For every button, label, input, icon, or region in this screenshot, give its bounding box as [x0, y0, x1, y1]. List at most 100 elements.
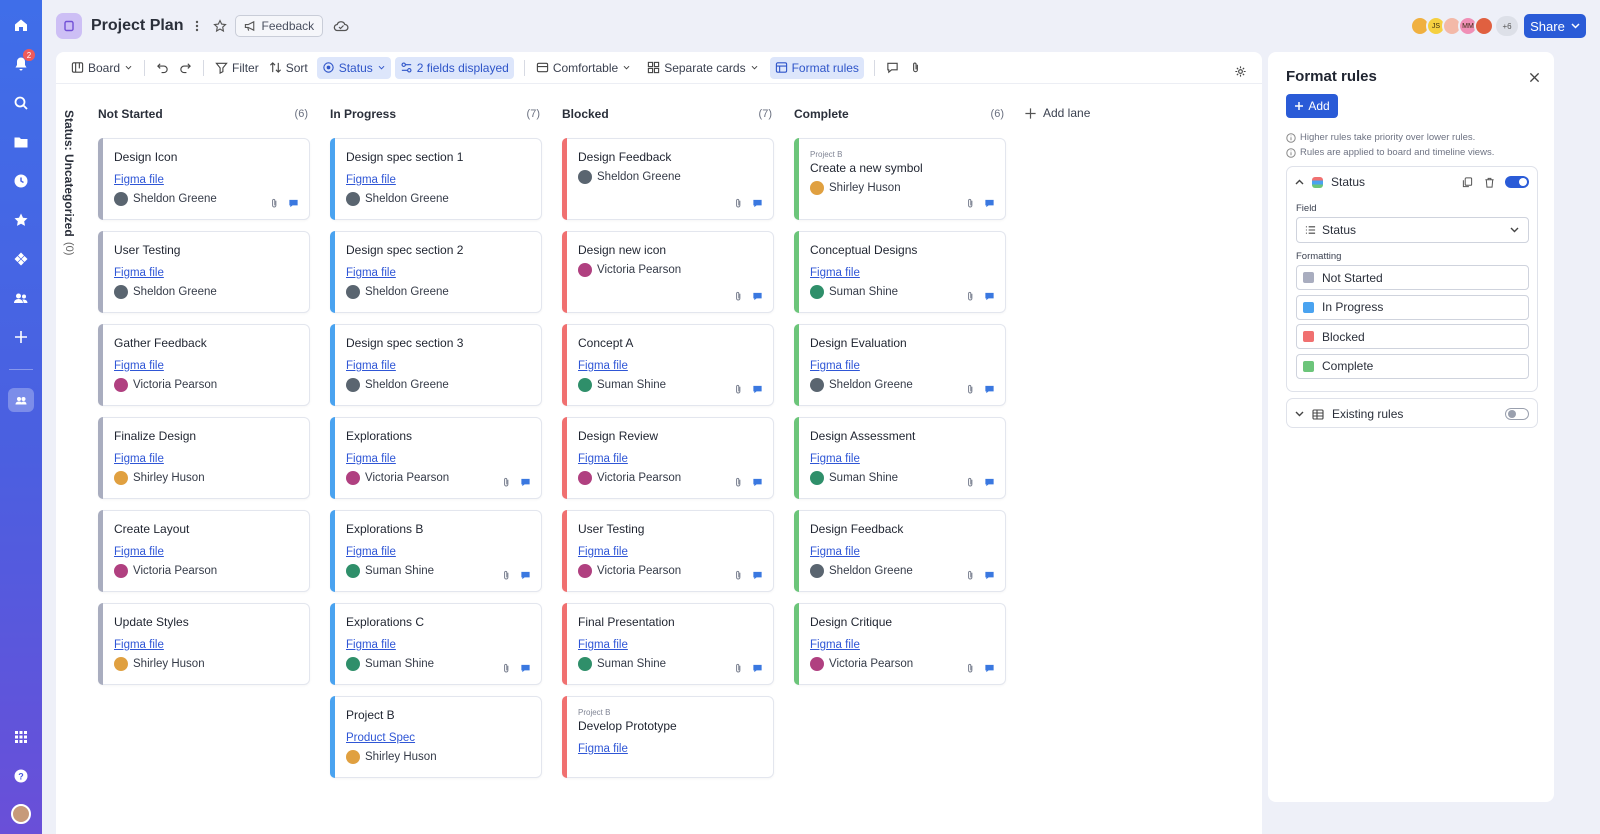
card-link[interactable]: Figma file [810, 267, 860, 279]
card-link[interactable]: Figma file [810, 639, 860, 651]
attachments-icon[interactable] [904, 57, 927, 79]
board-card[interactable]: Explorations B Figma file Suman Shine [330, 510, 542, 592]
attachment-icon[interactable] [965, 663, 976, 674]
redo-icon[interactable] [174, 57, 197, 79]
board-card[interactable]: Project B Product Spec Shirley Huson [330, 696, 542, 778]
format-option-in-progress[interactable]: In Progress [1296, 294, 1529, 320]
attachment-icon[interactable] [501, 570, 512, 581]
board-card[interactable]: Gather Feedback Figma file Victoria Pearso… [98, 324, 310, 406]
status-rule-header[interactable]: Status [1287, 167, 1537, 197]
board-card[interactable]: Project B Create a new symbol Shirley Huso… [794, 138, 1006, 220]
board-card[interactable]: Design Evaluation Figma file Sheldon Green… [794, 324, 1006, 406]
board-card[interactable]: Design Assessment Figma file Suman Shine [794, 417, 1006, 499]
share-button[interactable]: Share [1524, 14, 1586, 38]
board-card[interactable]: Design Icon Figma file Sheldon Greene [98, 138, 310, 220]
comment-icon[interactable] [984, 198, 995, 209]
board-card[interactable]: Design new icon Victoria Pearson [562, 231, 774, 313]
attachment-icon[interactable] [733, 384, 744, 395]
format-rules-button[interactable]: Format rules [769, 56, 864, 79]
card-link[interactable]: Figma file [114, 639, 164, 651]
format-option-blocked[interactable]: Blocked [1296, 324, 1529, 349]
board-card[interactable]: Design Review Figma file Victoria Pearson [562, 417, 774, 499]
comment-icon[interactable] [984, 291, 995, 302]
board-card[interactable]: Conceptual Designs Figma file Suman Shine [794, 231, 1006, 313]
attachment-icon[interactable] [733, 291, 744, 302]
collaborator-avatar[interactable] [1474, 16, 1494, 36]
card-link[interactable]: Product Spec [346, 732, 416, 744]
chevron-down-icon[interactable] [1295, 411, 1304, 417]
star-icon[interactable] [10, 209, 32, 231]
comments-icon[interactable] [881, 57, 904, 79]
team-icon[interactable] [10, 287, 32, 309]
add-icon[interactable] [10, 326, 32, 348]
folder-icon[interactable] [10, 131, 32, 153]
existing-rules-header[interactable]: Existing rules [1287, 399, 1537, 429]
collaborator-avatars[interactable]: JS MM +6 [1410, 16, 1518, 36]
comment-icon[interactable] [984, 570, 995, 581]
board-card[interactable]: Explorations C Figma file Suman Shine [330, 603, 542, 685]
attachment-icon[interactable] [733, 477, 744, 488]
comment-icon[interactable] [752, 291, 763, 302]
board-card[interactable]: Update Styles Figma file Shirley Huson [98, 603, 310, 685]
board-card[interactable]: Design spec section 2 Figma file Sheldon G… [330, 231, 542, 313]
color-swatch[interactable] [1303, 301, 1314, 313]
attachment-icon[interactable] [501, 477, 512, 488]
attachment-icon[interactable] [965, 291, 976, 302]
card-style-dropdown[interactable]: Separate cards [642, 57, 763, 79]
board-card[interactable]: Project B Develop Prototype Figma file [562, 696, 774, 778]
board-card[interactable]: User Testing Figma file Victoria Pearson [562, 510, 774, 592]
card-link[interactable]: Figma file [114, 453, 164, 465]
comment-icon[interactable] [984, 384, 995, 395]
comment-icon[interactable] [752, 663, 763, 674]
comment-icon[interactable] [984, 477, 995, 488]
existing-rules-card[interactable]: Existing rules [1286, 398, 1538, 428]
board-card[interactable]: User Testing Figma file Sheldon Greene [98, 231, 310, 313]
sort-button[interactable]: Sort [264, 57, 313, 79]
attachment-icon[interactable] [965, 570, 976, 581]
attachment-icon[interactable] [965, 198, 976, 209]
board-card[interactable]: Create Layout Figma file Victoria Pearson [98, 510, 310, 592]
board-card[interactable]: Concept A Figma file Suman Shine [562, 324, 774, 406]
lane-header[interactable]: Blocked (7) [562, 104, 774, 124]
clock-icon[interactable] [10, 170, 32, 192]
trash-icon[interactable] [1484, 177, 1495, 188]
comment-icon[interactable] [288, 198, 299, 209]
card-link[interactable]: Figma file [578, 453, 628, 465]
card-link[interactable]: Figma file [810, 360, 860, 372]
workspace-board-icon[interactable] [8, 388, 34, 412]
comment-icon[interactable] [752, 570, 763, 581]
search-icon[interactable] [10, 92, 32, 114]
feedback-button[interactable]: Feedback [235, 15, 324, 37]
add-lane-button[interactable]: Add lane [1024, 106, 1090, 120]
board-card[interactable]: Design Critique Figma file Victoria Pearso… [794, 603, 1006, 685]
board-card[interactable]: Finalize Design Figma file Shirley Huson [98, 417, 310, 499]
color-swatch[interactable] [1303, 360, 1314, 372]
add-rule-button[interactable]: Add [1286, 94, 1338, 118]
chevron-up-icon[interactable] [1295, 179, 1304, 185]
card-link[interactable]: Figma file [346, 639, 396, 651]
board-settings-gear-icon[interactable] [1229, 60, 1252, 82]
format-option-complete[interactable]: Complete [1296, 353, 1529, 379]
board-card[interactable]: Design spec section 1 Figma file Sheldon G… [330, 138, 542, 220]
card-link[interactable]: Figma file [578, 743, 628, 755]
board-card[interactable]: Design Feedback Sheldon Greene [562, 138, 774, 220]
field-select[interactable]: Status [1296, 217, 1529, 243]
color-swatch[interactable] [1303, 331, 1314, 342]
card-link[interactable]: Figma file [114, 360, 164, 372]
comment-icon[interactable] [752, 198, 763, 209]
more-collaborators-count[interactable]: +6 [1496, 16, 1518, 36]
user-avatar[interactable] [11, 804, 31, 824]
lane-header[interactable]: In Progress (7) [330, 104, 542, 124]
card-link[interactable]: Figma file [346, 267, 396, 279]
filter-button[interactable]: Filter [210, 57, 264, 79]
attachment-icon[interactable] [965, 477, 976, 488]
cloud-sync-icon[interactable] [333, 19, 349, 33]
format-option-not-started[interactable]: Not Started [1296, 265, 1529, 290]
card-link[interactable]: Figma file [346, 174, 396, 186]
close-icon[interactable] [1529, 70, 1540, 88]
attachment-icon[interactable] [733, 663, 744, 674]
card-link[interactable]: Figma file [810, 453, 860, 465]
comment-icon[interactable] [520, 663, 531, 674]
attachment-icon[interactable] [733, 198, 744, 209]
card-link[interactable]: Figma file [346, 453, 396, 465]
